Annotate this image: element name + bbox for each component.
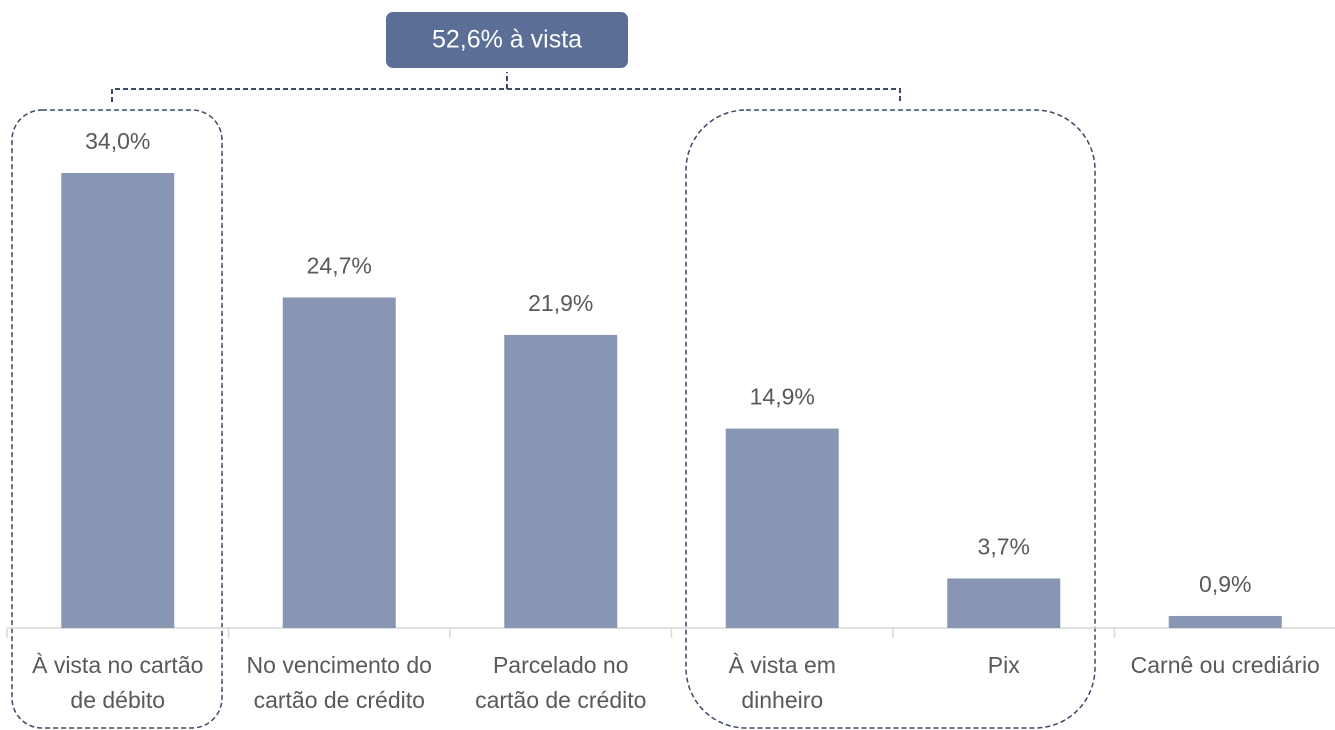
annotation: 52,6% à vista — [432, 26, 582, 54]
group-outline — [11, 109, 223, 729]
x-tick-label: No vencimento do — [247, 652, 432, 678]
x-tick-label: Pix — [988, 652, 1020, 678]
bracket — [111, 72, 901, 102]
x-tick-label: Carnê ou crediário — [1131, 652, 1320, 678]
bar — [1168, 615, 1282, 628]
value-label: 24,7% — [307, 253, 372, 279]
x-tick-label: À vista em — [729, 652, 836, 678]
x-tick-label: de débito — [70, 687, 165, 713]
bar — [725, 428, 839, 628]
x-tick-label: cartão de crédito — [254, 687, 425, 713]
value-label: 21,9% — [528, 290, 593, 316]
bar — [282, 297, 396, 628]
value-label: 14,9% — [750, 384, 815, 410]
bar — [947, 578, 1061, 628]
value-label: 34,0% — [85, 128, 150, 154]
x-tick-label: Parcelado no — [493, 652, 629, 678]
bar — [61, 173, 175, 628]
group-outline — [685, 109, 1096, 729]
bar — [504, 334, 618, 628]
value-label: 0,9% — [1199, 571, 1251, 597]
x-tick-label: dinheiro — [741, 687, 823, 713]
x-tick-label: À vista no cartão — [32, 652, 203, 678]
x-tick-label: cartão de crédito — [475, 687, 646, 713]
value-label: 3,7% — [978, 534, 1030, 560]
annotation-box — [386, 12, 628, 68]
